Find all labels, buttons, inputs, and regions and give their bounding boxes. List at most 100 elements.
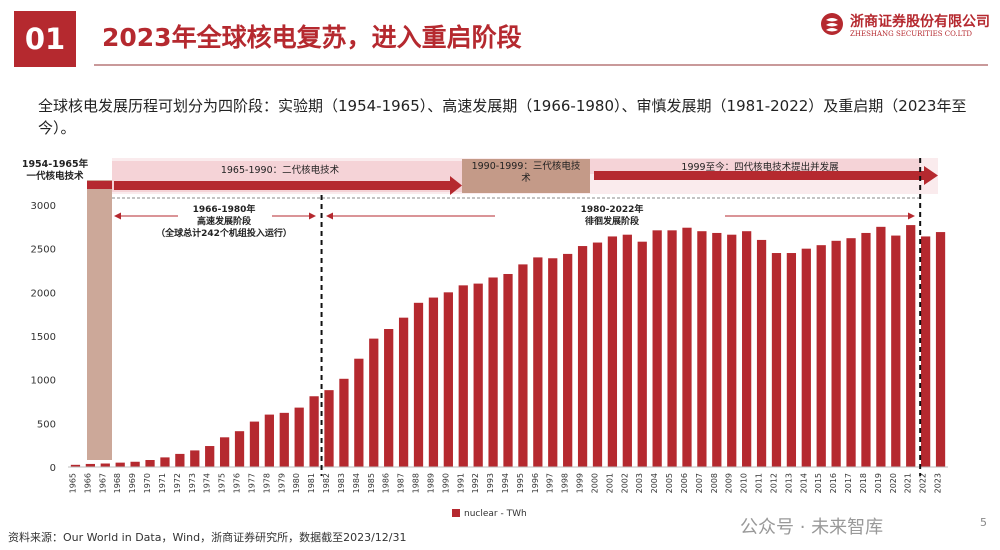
bar-1978 <box>264 414 274 467</box>
bar-2002 <box>622 234 632 467</box>
x-tick-label: 2001 <box>605 473 614 493</box>
phase-1-label: 1966-1980年高速发展阶段（全球总计242个机组投入运行） <box>156 203 292 239</box>
y-tick-label: 1000 <box>31 376 56 387</box>
header-divider <box>94 64 988 66</box>
x-tick-label: 2005 <box>665 473 674 493</box>
bar-1993 <box>488 277 498 467</box>
period-4-band <box>590 159 920 174</box>
x-tick-label: 1991 <box>456 473 465 493</box>
bar-2023 <box>935 232 946 467</box>
y-tick-label: 2000 <box>31 288 56 299</box>
bar-1968 <box>115 462 125 467</box>
period-3-label: 1990-1999：三代核电技术 <box>472 160 581 184</box>
period-2-arrow-bar <box>114 181 450 190</box>
bar-2001 <box>607 236 618 467</box>
bar-1976 <box>234 431 245 467</box>
x-tick-label: 2002 <box>620 473 629 493</box>
x-tick-label: 1977 <box>247 473 256 493</box>
bar-1971 <box>160 457 170 467</box>
period-2-label: 1965-1990：二代核电技术 <box>221 164 340 176</box>
x-tick-label: 1986 <box>382 473 391 493</box>
x-tick-label: 2023 <box>934 473 943 493</box>
x-tick-label: 2017 <box>844 473 853 493</box>
page-number: 5 <box>980 516 987 529</box>
bar-1981 <box>309 396 319 467</box>
bar-1965 <box>70 464 81 467</box>
x-tick-label: 2011 <box>755 473 764 493</box>
bar-1973 <box>190 450 200 467</box>
bar-2019 <box>876 226 886 467</box>
intro-text: 全球核电发展历程可划分为四阶段：实验期（1954-1965）、高速发展期（196… <box>38 97 967 137</box>
bar-2010 <box>742 231 752 467</box>
logo-name-en: ZHESHANG SECURITIES CO.LTD <box>850 30 973 38</box>
x-tick-label: 1972 <box>173 473 182 493</box>
bar-1989 <box>428 297 439 467</box>
y-tick-label: 0 <box>50 463 56 474</box>
period-1-column <box>87 180 112 460</box>
y-tick-label: 2500 <box>31 245 56 256</box>
bar-1975 <box>219 437 230 467</box>
page-title: 2023年全球核电复苏，进入重启阶段 <box>102 23 522 52</box>
x-tick-label: 2012 <box>769 473 778 493</box>
bar-2005 <box>667 230 677 467</box>
bar-1974 <box>205 446 215 467</box>
bar-1966 <box>85 463 95 467</box>
nuclear-chart: 1954-1965年一代核电技术 1965-1990：二代核电技术 1990-199… <box>22 158 948 519</box>
x-tick-label: 1970 <box>143 473 152 493</box>
bar-1980 <box>294 407 304 467</box>
bar-1991 <box>458 285 468 467</box>
x-tick-label: 1976 <box>233 473 242 493</box>
x-tick-label: 2003 <box>635 473 644 493</box>
bar-1972 <box>175 453 185 467</box>
x-tick-label: 1979 <box>277 473 286 493</box>
bar-1969 <box>130 461 140 467</box>
logo-mark-icon <box>821 13 843 35</box>
x-tick-label: 2008 <box>710 473 719 493</box>
bar-2018 <box>861 232 871 467</box>
x-tick-label: 2019 <box>874 473 883 493</box>
logo-name-cn: 浙商证券股份有限公司 <box>850 14 990 30</box>
bar-2016 <box>831 240 841 467</box>
bar-1977 <box>249 421 260 467</box>
x-tick-label: 2021 <box>904 473 913 493</box>
bar-1967 <box>100 463 110 467</box>
x-tick-label: 2000 <box>590 473 599 493</box>
x-tick-label: 2006 <box>680 473 689 493</box>
x-tick-label: 1980 <box>292 473 301 493</box>
bar-2008 <box>712 232 722 467</box>
bar-1990 <box>443 292 453 467</box>
x-tick-label: 1987 <box>397 473 406 493</box>
x-tick-label: 1975 <box>218 473 227 493</box>
period-1-arrow-bar <box>87 181 112 189</box>
x-tick-label: 2013 <box>784 473 793 493</box>
x-tick-label: 1969 <box>128 473 137 493</box>
bar-2015 <box>816 245 826 467</box>
period-4-arrow-bar <box>594 171 924 180</box>
x-tick-label: 1983 <box>337 473 346 493</box>
y-tick-label: 500 <box>37 419 56 430</box>
period-4-arrow-head <box>924 166 938 185</box>
bar-1999 <box>577 246 588 467</box>
period-3-band <box>462 159 590 193</box>
bar-2000 <box>592 242 603 467</box>
bar-2020 <box>891 235 901 467</box>
bar-1994 <box>503 273 513 467</box>
x-tick-label: 2009 <box>725 473 734 493</box>
x-tick-label: 1974 <box>203 473 212 493</box>
x-tick-label: 1965 <box>68 473 77 493</box>
x-tick-label: 1998 <box>561 473 570 493</box>
x-tick-label: 2007 <box>695 473 704 493</box>
watermark: 公众号 · 未来智库 <box>740 517 884 538</box>
bar-2012 <box>771 253 782 467</box>
phase-1-arrow-left-head <box>114 212 121 220</box>
x-tick-label: 1968 <box>113 473 122 493</box>
x-tick-label: 1982 <box>322 473 331 493</box>
x-tick-label: 1966 <box>83 473 92 493</box>
x-tick-label: 1997 <box>546 473 555 493</box>
legend-label: nuclear - TWh <box>464 509 527 519</box>
period-2-arrow-head <box>450 176 462 195</box>
bar-2007 <box>697 231 707 467</box>
x-tick-label: 1978 <box>262 473 271 493</box>
bar-1985 <box>369 338 379 467</box>
period-1-label: 1954-1965年一代核电技术 <box>22 158 89 182</box>
